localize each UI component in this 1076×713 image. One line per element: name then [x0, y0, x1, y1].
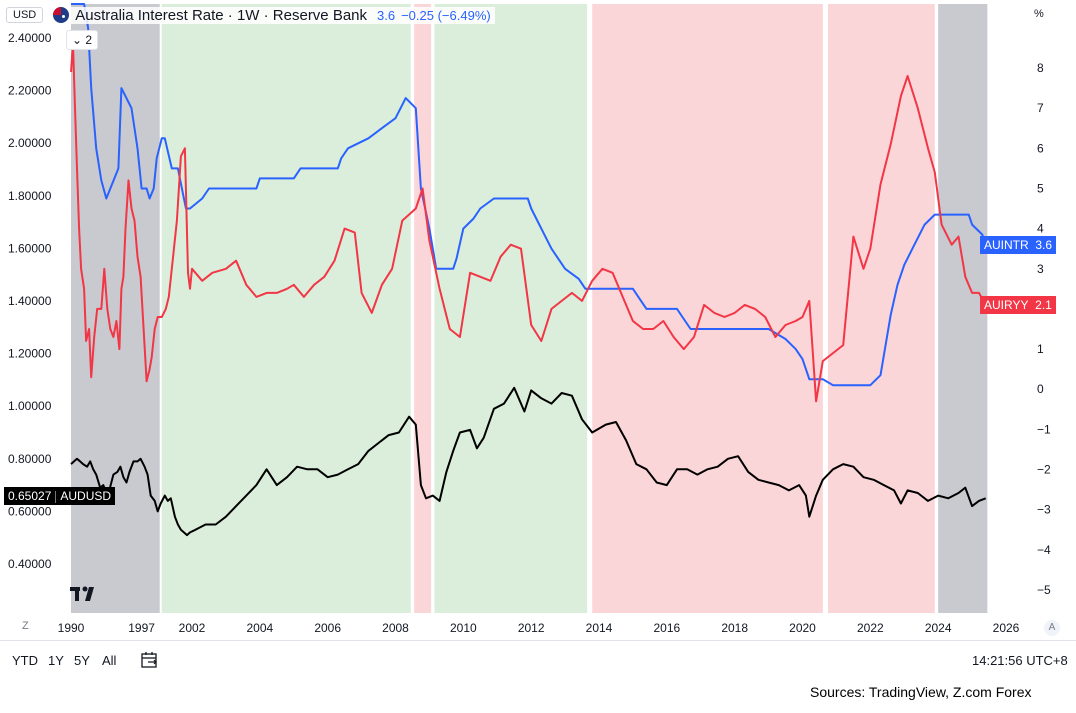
- x-axis-tick-4: 2006: [314, 621, 341, 635]
- currency-unit-selector[interactable]: USD: [6, 7, 44, 23]
- timezone-clock[interactable]: 14:21:56 UTC+8: [972, 653, 1068, 668]
- left-axis-tick-2: 2.00000: [8, 136, 52, 150]
- right-axis-tick-11: −3: [1037, 503, 1051, 517]
- right-axis-tick-13: −5: [1037, 583, 1051, 597]
- x-axis-tick-13: 2024: [925, 621, 952, 635]
- range-1y-button[interactable]: 1Y: [48, 653, 64, 668]
- x-axis-tick-14: 2026: [993, 621, 1020, 635]
- percent-unit-label[interactable]: %: [1034, 8, 1044, 20]
- series-line-auiryy: [70, 42, 987, 403]
- auintr-tag-name: AUINTR: [984, 238, 1029, 252]
- right-axis-tick-8: 0: [1037, 382, 1044, 396]
- right-axis-tick-2: 6: [1037, 141, 1044, 155]
- range-5y-button[interactable]: 5Y: [74, 653, 90, 668]
- shaded-band-6: [938, 4, 988, 613]
- auintr-tag-value: 3.6: [1035, 238, 1053, 252]
- chart-header: USD Australia Interest Rate · 1W · Reser…: [6, 4, 495, 26]
- shaded-band-5: [827, 4, 935, 613]
- indicators-collapse-button[interactable]: ⌄ 2: [66, 30, 99, 50]
- right-axis-tick-7: 1: [1037, 342, 1044, 356]
- value-change: −0.25 (−6.49%): [401, 7, 491, 23]
- x-axis-tick-7: 2012: [518, 621, 545, 635]
- series-line-auintr: [71, 3, 987, 387]
- australia-flag-icon: [53, 7, 70, 23]
- right-axis-tick-12: −4: [1037, 543, 1051, 557]
- time-zoom-button[interactable]: Z: [22, 620, 29, 632]
- series-line-audusd: [70, 386, 987, 537]
- range-all-button[interactable]: All: [102, 653, 117, 668]
- right-axis-tick-5: 3: [1037, 262, 1044, 276]
- right-axis-tick-1: 7: [1037, 101, 1044, 115]
- x-axis-tick-1: 1997: [128, 621, 155, 635]
- right-axis-tick-10: −2: [1037, 463, 1051, 477]
- x-axis-tick-0: 1990: [58, 621, 85, 635]
- right-axis-tick-3: 5: [1037, 181, 1044, 195]
- left-axis-tick-6: 1.20000: [8, 347, 52, 361]
- legend-title[interactable]: Australia Interest Rate · 1W · Reserve B…: [49, 6, 495, 24]
- left-axis-tick-1: 2.20000: [8, 84, 52, 98]
- sources-caption: Sources: TradingView, Z.com Forex: [810, 684, 1032, 700]
- left-axis-tick-9: 0.60000: [8, 504, 52, 518]
- auintr-price-tag: AUINTR 3.6: [980, 236, 1057, 254]
- auiryy-tag-name: AUIRYY: [984, 298, 1029, 312]
- left-axis-tick-3: 1.80000: [8, 189, 52, 203]
- last-value: 3.6: [377, 7, 396, 23]
- left-axis-tick-10: 0.40000: [8, 557, 52, 571]
- tradingview-logo[interactable]: [70, 582, 102, 608]
- symbol-title: Australia Interest Rate · 1W · Reserve B…: [75, 6, 368, 24]
- x-axis-tick-6: 2010: [450, 621, 477, 635]
- chevron-down-icon: ⌄: [72, 33, 83, 47]
- x-axis-tick-12: 2022: [857, 621, 884, 635]
- x-axis-tick-10: 2018: [721, 621, 748, 635]
- auto-scale-button[interactable]: A: [1044, 620, 1060, 636]
- tradingview-logo-icon: [70, 586, 94, 601]
- right-axis-tick-4: 4: [1037, 222, 1044, 236]
- x-axis-tick-5: 2008: [382, 621, 409, 635]
- indicator-count: 2: [85, 33, 93, 47]
- auiryy-price-tag: AUIRYY 2.1: [980, 296, 1056, 314]
- audusd-tag-name: AUDUSD: [60, 489, 112, 503]
- audusd-price-tag: 0.65027 AUDUSD: [4, 487, 116, 505]
- x-axis-tick-3: 2004: [246, 621, 273, 635]
- left-axis-tick-5: 1.40000: [8, 294, 52, 308]
- right-axis-tick-0: 8: [1037, 61, 1044, 75]
- left-axis-tick-0: 2.40000: [8, 31, 52, 45]
- x-axis-tick-8: 2014: [586, 621, 613, 635]
- x-axis-tick-2: 2002: [179, 621, 206, 635]
- calendar-range-icon[interactable]: [140, 650, 160, 670]
- left-axis-tick-8: 0.80000: [8, 452, 52, 466]
- left-axis-tick-4: 1.60000: [8, 241, 52, 255]
- shaded-band-2: [414, 4, 432, 613]
- x-axis-tick-11: 2020: [789, 621, 816, 635]
- x-axis-tick-9: 2016: [653, 621, 680, 635]
- bottom-toolbar: YTD 1Y 5Y All 14:21:56 UTC+8: [0, 640, 1076, 681]
- auiryy-tag-value: 2.1: [1035, 298, 1052, 312]
- shaded-band-3: [434, 4, 588, 613]
- audusd-tag-value: 0.65027: [8, 489, 52, 503]
- range-ytd-button[interactable]: YTD: [12, 653, 38, 668]
- right-axis-tick-9: −1: [1037, 422, 1051, 436]
- left-axis-tick-7: 1.00000: [8, 399, 52, 413]
